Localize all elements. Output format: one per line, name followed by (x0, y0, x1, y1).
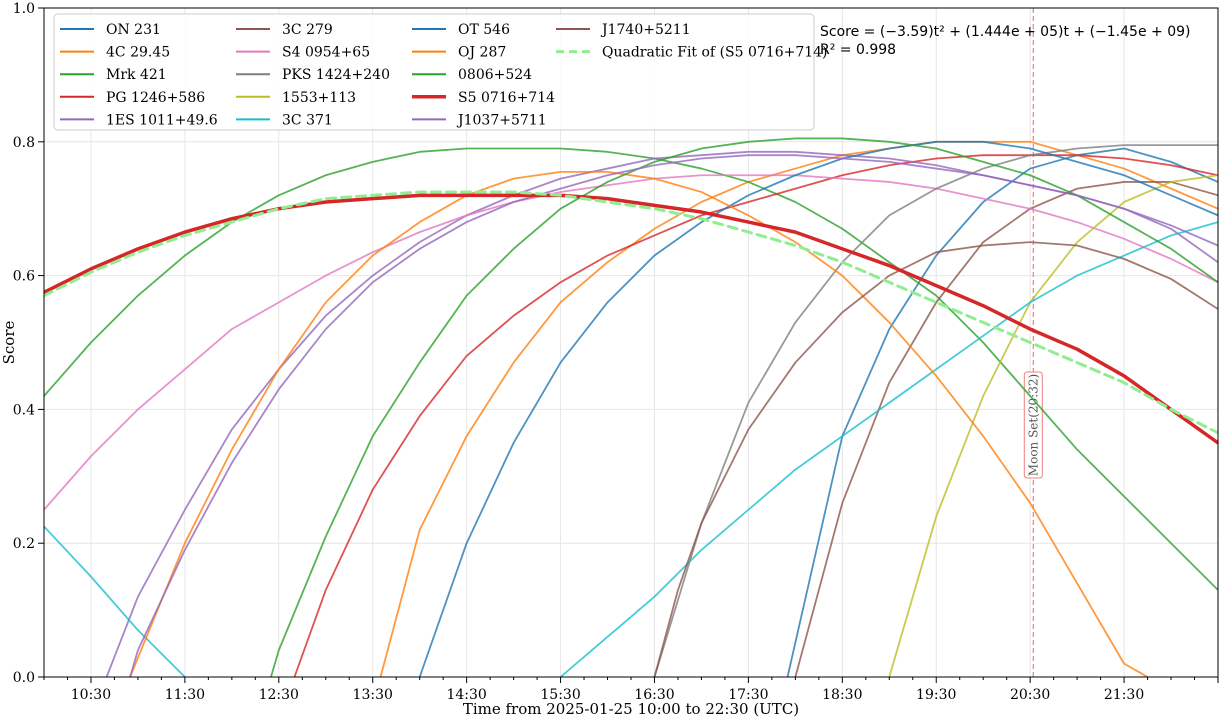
series-line-s5-0716-714 (44, 193, 1218, 445)
x-tick-label-5: 15:30 (540, 687, 580, 703)
series-line-oj-287 (129, 171, 1149, 677)
legend-box (53, 13, 815, 131)
legend-label-s5-0716-714: S5 0716+714 (458, 90, 555, 106)
y-axis-label: Score (0, 321, 18, 365)
x-tick-label-8: 18:30 (822, 687, 862, 703)
plot-lines (44, 137, 1218, 677)
legend-label-j1037-5711: J1037+5711 (456, 112, 547, 128)
fit-r-squared: R² = 0.998 (820, 42, 896, 58)
legend-label-3c-279: 3C 279 (282, 22, 333, 38)
x-tick-label-0: 10:30 (71, 687, 111, 703)
series-line-s4-0954-65 (44, 174, 1218, 511)
x-tick-label-2: 12:30 (259, 687, 299, 703)
x-tick-label-1: 11:30 (165, 687, 205, 703)
series-line-3c-371 (44, 221, 1218, 677)
series-line-3c-279 (794, 181, 1218, 677)
fit-equation: Score = (−3.59)t² + (1.444e + 05)t + (−1… (820, 24, 1190, 40)
x-axis-label: Time from 2025-01-25 10:00 to 22:30 (UTC… (463, 700, 799, 718)
legend-label-on-231: ON 231 (106, 22, 161, 38)
y-axis-ticks: 0.0 0.2 0.4 0.6 0.8 1.0 (13, 1, 44, 686)
x-axis-ticks: 10:30 11:30 12:30 13:30 14:30 15:30 16:30 17:30… (43, 677, 1219, 703)
y-tick-label-2: 0.4 (13, 402, 35, 418)
series-line-0806-524 (270, 137, 1218, 677)
legend-label-ot-546: OT 546 (458, 22, 510, 38)
series-line-j1037-5711 (129, 154, 1218, 677)
series-line-ot-546 (418, 140, 1218, 677)
y-tick-label-1: 0.2 (13, 536, 35, 552)
y-tick-label-3: 0.6 (13, 269, 35, 285)
x-tick-label-10: 20:30 (1010, 687, 1050, 703)
y-tick-label-0: 0.0 (13, 670, 35, 686)
series-line-1553-113 (888, 174, 1218, 677)
x-tick-label-7: 17:30 (728, 687, 768, 703)
legend-label-s4-0954-65: S4 0954+65 (282, 45, 370, 61)
series-line-pg-1246-586 (293, 154, 1218, 677)
moon-set-label: Moon Set(20:32) (1026, 374, 1040, 476)
y-tick-label-5: 1.0 (13, 1, 35, 17)
legend-label-oj-287: OJ 287 (458, 45, 506, 61)
legend-label-1553-113: 1553+113 (282, 90, 356, 106)
series-line-quadratic-fit-of-s5-0716-714 (44, 190, 1218, 435)
legend: ON 231 4C 29.45 Mrk 421 PG 1246+586 1ES 1011… (53, 13, 828, 131)
legend-label-quadratic-fit-of-s5-0716-714: Quadratic Fit of (S5 0716+714) (602, 45, 828, 61)
x-tick-label-3: 13:30 (353, 687, 393, 703)
y-tick-label-4: 0.8 (13, 135, 35, 151)
legend-label-mrk-421: Mrk 421 (106, 67, 167, 83)
series-line-on-231 (786, 147, 1218, 677)
x-tick-label-4: 14:30 (446, 687, 486, 703)
moon-set-line-group: Moon Set(20:32) (1023, 8, 1043, 677)
x-tick-label-11: 21:30 (1104, 687, 1144, 703)
legend-label-j1740-5211: J1740+5211 (600, 22, 691, 38)
legend-label-3c-371: 3C 371 (282, 112, 333, 128)
legend-label-1es-1011-49-6: 1ES 1011+49.6 (106, 112, 218, 128)
legend-label-4c-29-45: 4C 29.45 (106, 45, 170, 61)
series-line-1es-1011-49-6 (105, 150, 1218, 677)
series-line-pks-1424-240 (653, 144, 1218, 677)
x-tick-label-6: 16:30 (634, 687, 674, 703)
legend-label-pg-1246-586: PG 1246+586 (106, 90, 205, 106)
legend-label-pks-1424-240: PKS 1424+240 (282, 67, 390, 83)
moon-set-label-box (1023, 371, 1043, 479)
series-line-j1740-5211 (653, 241, 1218, 677)
legend-label-0806-524: 0806+524 (458, 67, 532, 83)
x-tick-label-9: 19:30 (916, 687, 956, 703)
